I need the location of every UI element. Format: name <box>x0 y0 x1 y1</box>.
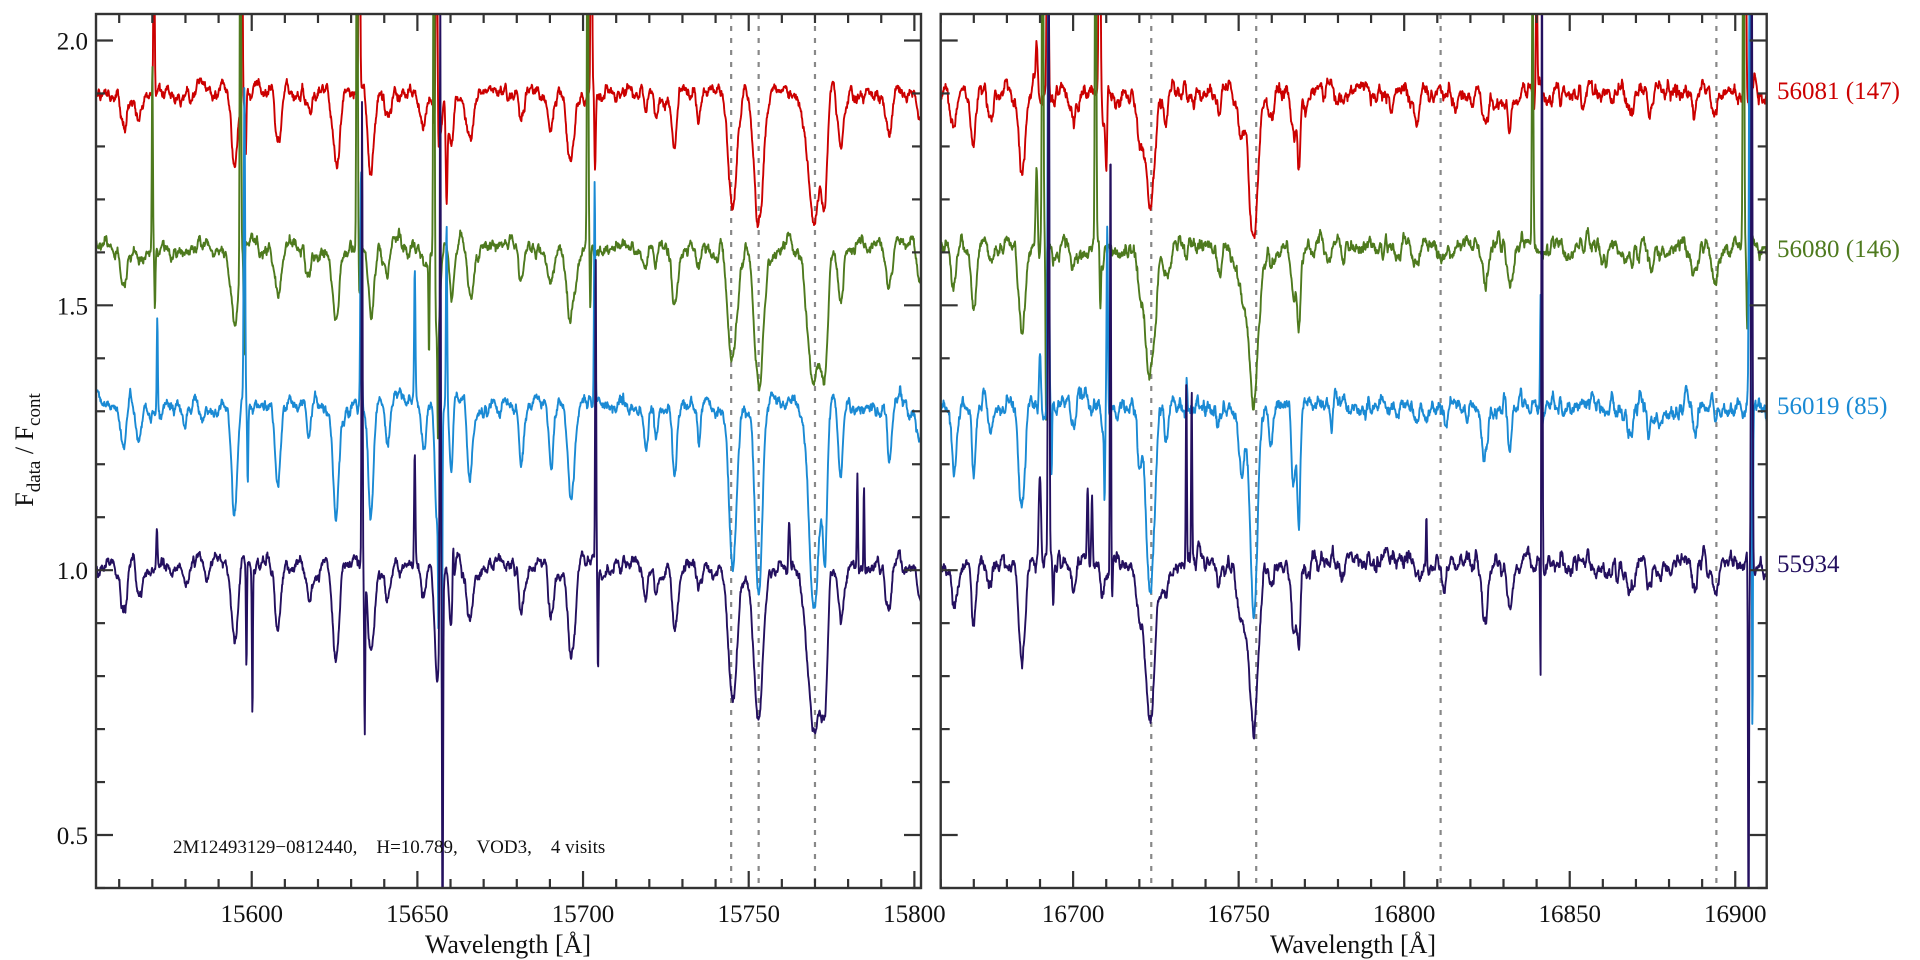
spectra-group <box>940 14 1767 888</box>
y-axis-title: Fdata / Fcont <box>10 393 45 507</box>
y-axis-title-sep: / F <box>10 426 39 461</box>
series-legend: 56081 (147) 56080 (146) 56019 (85) 55934 <box>1777 78 1900 578</box>
plot-frame <box>94 12 923 890</box>
object-annotation: 2M12493129−0812440, H=10.789, VOD3, 4 vi… <box>173 837 605 858</box>
y-tick-label: 2.0 <box>57 28 88 55</box>
x-axis-title-left: Wavelength [Å] <box>425 930 591 959</box>
spectrum-line-55934-right <box>940 14 1767 888</box>
spectrum-line-56019-left <box>96 87 921 689</box>
x-tick-label: 15650 <box>386 901 449 928</box>
y-tick-label: 0.5 <box>57 823 88 850</box>
x-tick-label: 15800 <box>883 901 946 928</box>
spectrum-line-56080-left <box>96 14 921 440</box>
y-axis-title-sub2: cont <box>24 393 45 426</box>
x-tick-label: 16850 <box>1538 901 1601 928</box>
y-tick-label: 1.5 <box>57 293 88 320</box>
x-tick-label: 15750 <box>717 901 780 928</box>
series-label-56081: 56081 (147) <box>1777 78 1900 105</box>
x-axis-title-right: Wavelength [Å] <box>1270 930 1436 959</box>
series-label-56080: 56080 (146) <box>1777 236 1900 263</box>
spectrum-line-56081-right <box>940 14 1767 240</box>
plot-frame <box>939 12 1768 890</box>
y-axis-title-sub1: data <box>24 460 45 492</box>
series-label-55934: 55934 <box>1777 551 1840 578</box>
x-tick-label: 15600 <box>220 901 283 928</box>
left-panel: 15600 15650 15700 15750 15800 0.5 1.0 1.5 2.0 <box>57 12 946 928</box>
y-axis-title-main: F <box>10 492 39 506</box>
spectrum-line-56081-left <box>96 14 921 229</box>
x-tick-label: 15700 <box>552 901 615 928</box>
spectrum-line-56080-right <box>940 14 1767 421</box>
spectrum-line-56019-right <box>940 14 1767 725</box>
spectrum-line-55934-left <box>96 14 921 888</box>
spectra-group <box>96 14 921 888</box>
x-tick-label: 16700 <box>1042 901 1105 928</box>
y-tick-label: 1.0 <box>57 558 88 585</box>
right-panel: 16700 16750 16800 16850 16900 <box>939 12 1768 928</box>
x-tick-label: 16900 <box>1704 901 1767 928</box>
series-label-56019: 56019 (85) <box>1777 393 1887 420</box>
x-tick-label: 16750 <box>1207 901 1270 928</box>
x-tick-label: 16800 <box>1373 901 1436 928</box>
